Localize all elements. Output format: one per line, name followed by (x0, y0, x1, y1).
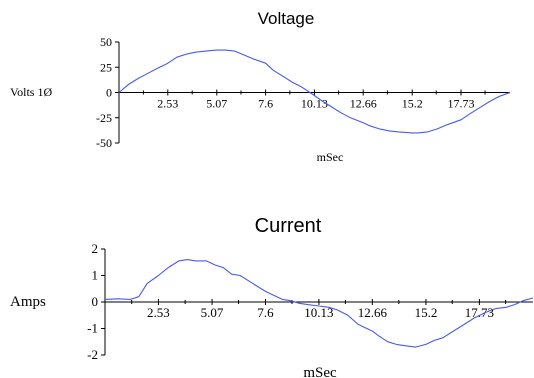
current-y-label: Amps (10, 294, 46, 310)
current-x-tick-label: 5.07 (201, 305, 224, 320)
current-x-tick-label: 7.6 (257, 305, 274, 320)
voltage-x-tick-label: 15.2 (402, 97, 423, 111)
voltage-x-tick-label: 5.07 (206, 97, 227, 111)
current-y-tick-label: 0 (92, 294, 99, 309)
voltage-x-label: mSec (317, 150, 344, 164)
voltage-y-tick-label: 0 (106, 86, 112, 100)
current-series-line (104, 259, 534, 348)
current-x-tick-label: 12.66 (358, 305, 388, 320)
current-x-label: mSec (303, 365, 337, 378)
voltage-x-tick-label: 7.6 (258, 97, 273, 111)
voltage-x-tick-label: 12.66 (350, 97, 377, 111)
current-y-tick-label: -1 (87, 321, 98, 336)
voltage-y-tick-label: -25 (96, 111, 112, 125)
current-x-tick-label: 2.53 (147, 305, 170, 320)
voltage-y-label: Volts 1Ø (10, 85, 52, 99)
current-y-tick-label: 1 (92, 268, 99, 283)
current-title: Current (255, 215, 322, 237)
voltage-x-tick-label: 10.13 (301, 97, 328, 111)
voltage-y-tick-label: 25 (100, 60, 112, 74)
current-x-tick-label: 15.2 (415, 305, 438, 320)
voltage-x-tick-label: 17.73 (448, 97, 475, 111)
current-x-tick-label: 17.73 (465, 305, 494, 320)
current-y-tick-label: -2 (87, 347, 98, 362)
voltage-title: Voltage (258, 9, 315, 28)
voltage-y-tick-label: -50 (96, 136, 112, 150)
voltage-y-tick-label: 50 (100, 35, 112, 49)
current-y-tick-label: 2 (92, 241, 99, 256)
current-x-tick-label: 10.13 (304, 305, 333, 320)
voltage-x-tick-label: 2.53 (157, 97, 178, 111)
voltage-series-line (118, 49, 511, 134)
